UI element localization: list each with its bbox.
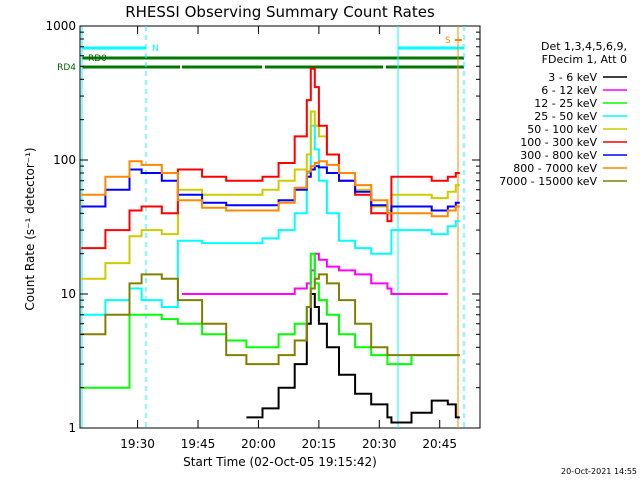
x-tick-label: 19:30 — [120, 437, 155, 451]
legend-label: 3 - 6 keV — [548, 71, 597, 84]
rd0-label: RD0 — [88, 54, 107, 64]
chart-title: RHESSI Observing Summary Count Rates — [125, 3, 435, 21]
legend-label: 300 - 800 keV — [520, 149, 597, 162]
y-tick-label: 1 — [68, 421, 76, 435]
series-line-0 — [246, 293, 460, 424]
x-tick-label: 19:45 — [181, 437, 216, 451]
series-lines — [81, 67, 460, 424]
timestamp: 20-Oct-2021 14:55 — [561, 467, 637, 476]
x-tick-label: 20:45 — [422, 437, 457, 451]
night-marker-label: N — [152, 44, 159, 54]
legend-label: 50 - 100 keV — [527, 123, 597, 136]
y-tick-label: 10 — [61, 287, 76, 301]
series-line-1 — [181, 252, 448, 295]
rd4-label: RD4 — [57, 63, 76, 73]
legend: Det 1,3,4,5,6,9, FDecim 1, Att 0 3 - 6 k… — [499, 40, 627, 188]
plot-frame — [79, 25, 481, 429]
legend-label: 25 - 50 keV — [534, 110, 597, 123]
legend-label: 100 - 300 keV — [520, 136, 597, 149]
x-tick-label: 20:00 — [241, 437, 276, 451]
legend-label: 6 - 12 keV — [541, 84, 597, 97]
series-line-6 — [81, 165, 460, 215]
legend-header-line-1: Det 1,3,4,5,6,9, — [541, 40, 627, 53]
series-line-8 — [81, 273, 460, 366]
y-tick-label: 100 — [53, 153, 76, 167]
legend-header-line-2: FDecim 1, Att 0 — [542, 53, 627, 66]
y-tick-label: 1000 — [45, 19, 76, 33]
legend-label: 7000 - 15000 keV — [499, 175, 597, 188]
legend-label: 12 - 25 keV — [534, 97, 597, 110]
x-tick-label: 20:30 — [362, 437, 397, 451]
series-line-7 — [81, 160, 460, 218]
legend-label: 800 - 7000 keV — [513, 162, 597, 175]
x-axis-label: Start Time (02-Oct-05 19:15:42) — [183, 455, 377, 469]
y-axis-label: Count Rate (s⁻¹ detector⁻¹) — [23, 147, 37, 310]
saa-marker-label: S — [445, 36, 451, 46]
x-tick-label: 20:15 — [302, 437, 337, 451]
series-line-5 — [81, 67, 460, 250]
